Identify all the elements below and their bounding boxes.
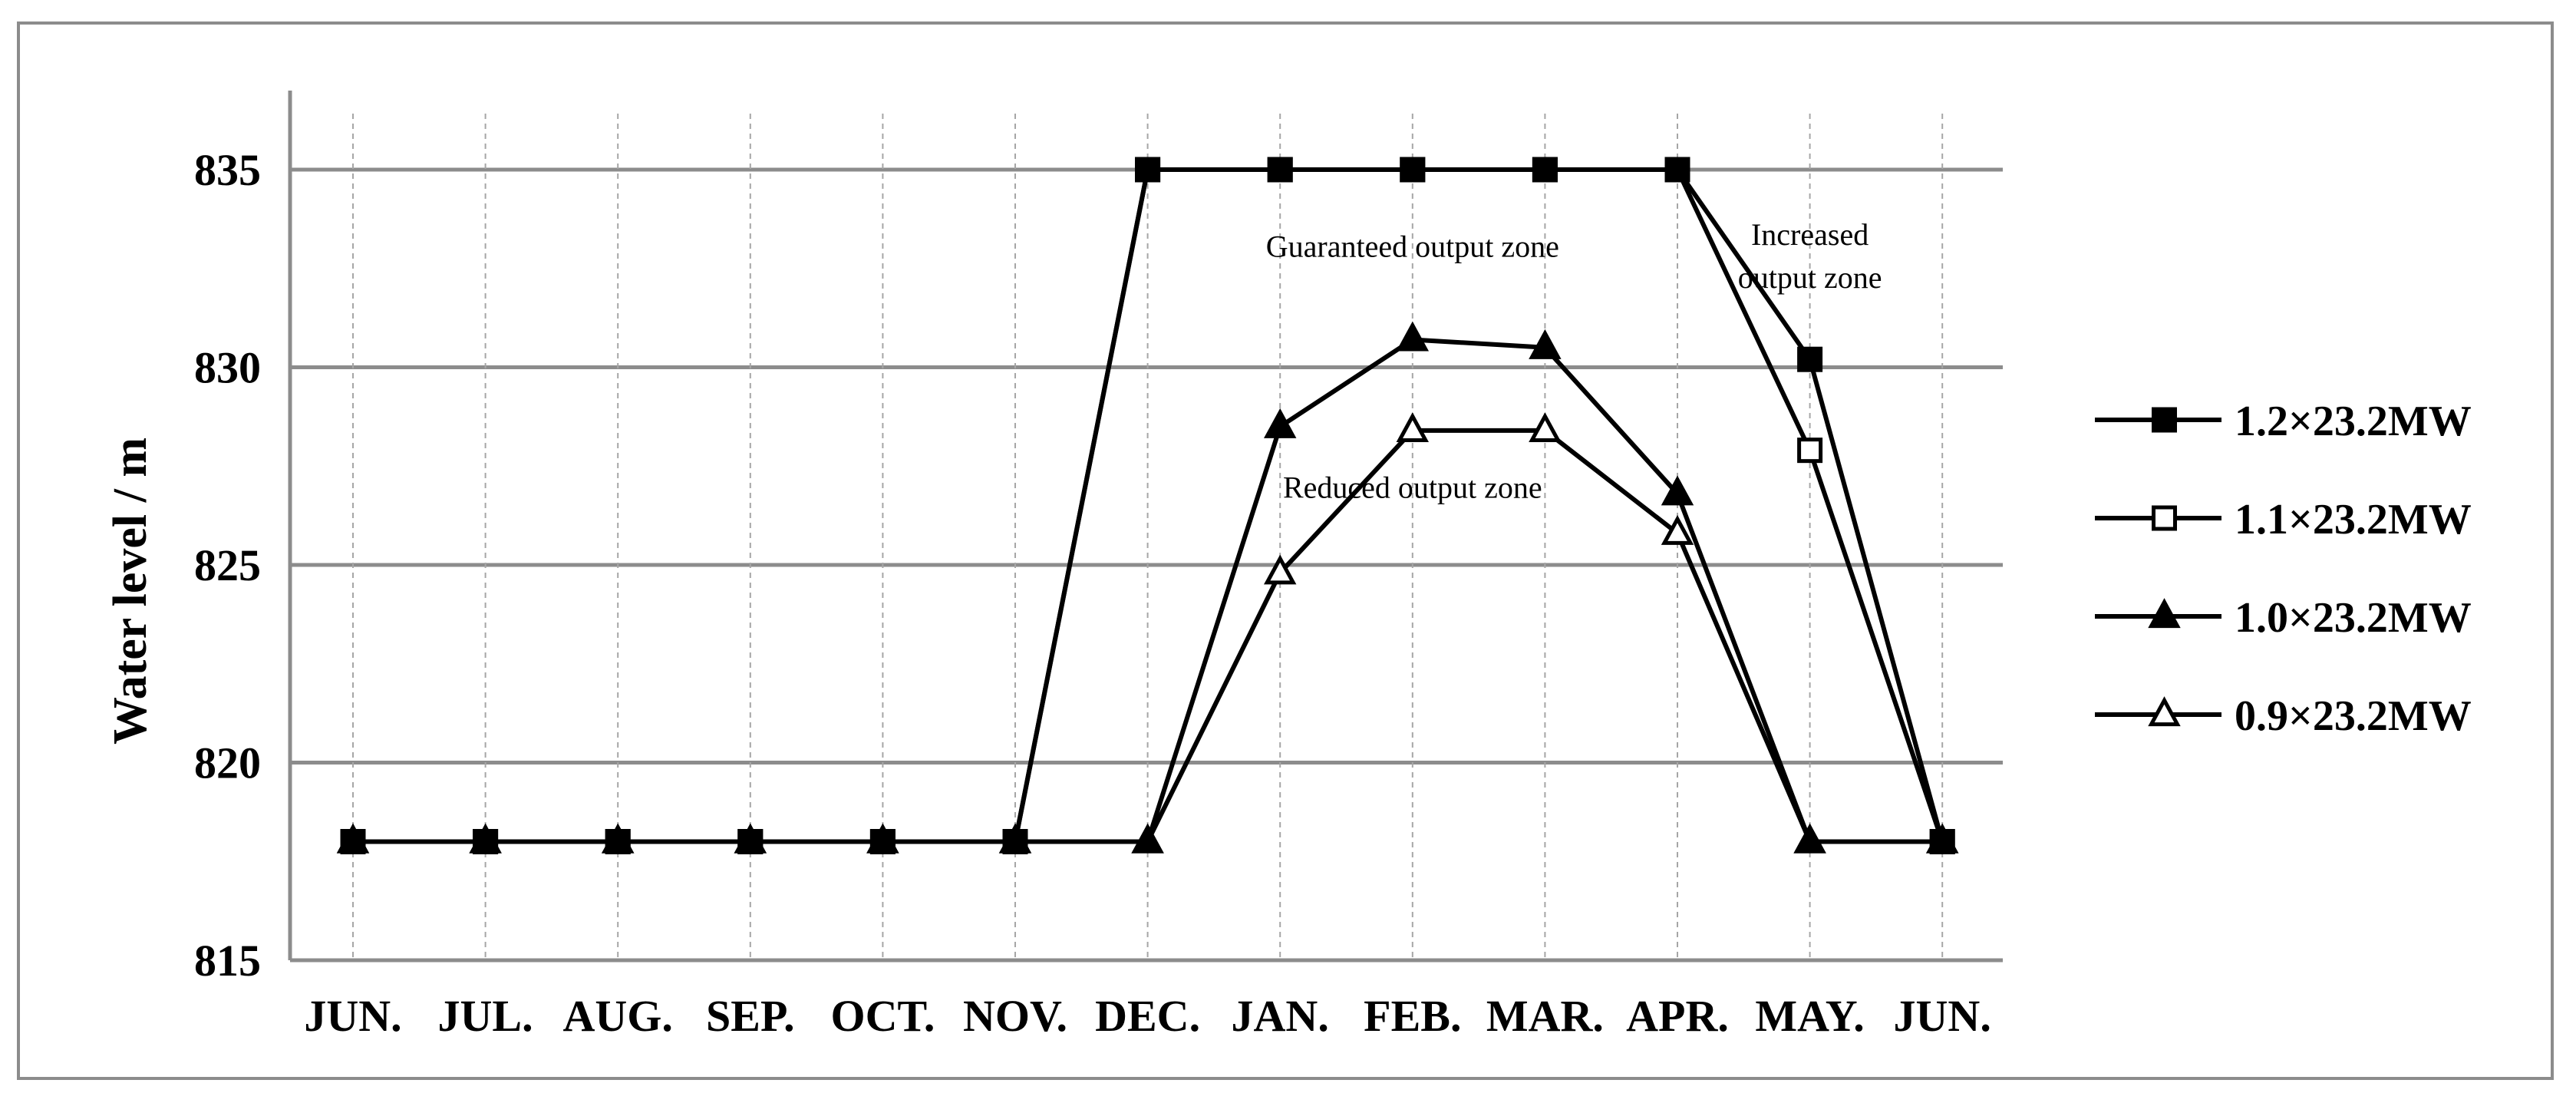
x-tick-label-4: OCT. xyxy=(830,991,935,1041)
legend-label-0: 1.2×23.2MW xyxy=(2235,398,2472,445)
series-0-point-8 xyxy=(1400,157,1426,183)
y-tick-label-825: 825 xyxy=(194,540,261,590)
x-tick-label-0: JUN. xyxy=(304,991,401,1041)
series-2-point-8 xyxy=(1396,321,1430,352)
x-tick-label-11: MAY. xyxy=(1755,991,1864,1041)
series-0-point-11 xyxy=(1797,346,1823,372)
legend-marker-0 xyxy=(2152,407,2177,433)
x-tick-label-7: JAN. xyxy=(1232,991,1329,1041)
axis-layer: 815 820 825 830 835 JUN. JUL. AUG. SEP. OCT. NOV. D… xyxy=(194,91,2003,1041)
chart-frame xyxy=(17,21,2554,1080)
series-3-point-9 xyxy=(1529,412,1562,442)
series-2-point-11 xyxy=(1793,823,1826,854)
y-tick-label-820: 820 xyxy=(194,738,261,788)
series-2-point-7 xyxy=(1263,408,1297,438)
series-0-point-10 xyxy=(1664,157,1690,183)
series-0-point-3 xyxy=(737,829,764,854)
y-axis-label: Water level / m xyxy=(104,438,157,745)
x-tick-label-9: MAR. xyxy=(1486,991,1604,1041)
legend-label-1: 1.1×23.2MW xyxy=(2235,496,2472,543)
series-2-point-9 xyxy=(1529,329,1562,359)
series-layer xyxy=(336,157,1959,854)
series-1-point-11 xyxy=(1797,438,1823,464)
x-tick-label-6: DEC. xyxy=(1095,991,1200,1041)
x-tick-label-2: AUG. xyxy=(563,991,673,1041)
series-0-point-1 xyxy=(473,829,499,854)
legend-label-2: 1.0×23.2MW xyxy=(2235,594,2472,642)
series-0-point-2 xyxy=(605,829,631,854)
series-0-point-7 xyxy=(1267,157,1293,183)
series-0-point-5 xyxy=(1002,829,1028,854)
x-tick-label-1: JUL. xyxy=(438,991,533,1041)
legend-marker-3 xyxy=(2148,696,2181,727)
y-tick-label-815: 815 xyxy=(194,936,261,986)
x-tick-label-3: SEP. xyxy=(706,991,795,1041)
annotation-0-line-0: Guaranteed output zone xyxy=(1266,229,1559,263)
series-0-point-6 xyxy=(1135,157,1161,183)
series-0-point-9 xyxy=(1532,157,1558,183)
series-2-point-10 xyxy=(1661,475,1694,506)
x-tick-label-8: FEB. xyxy=(1364,991,1461,1041)
x-tick-label-10: APR. xyxy=(1626,991,1729,1041)
series-0-point-4 xyxy=(869,829,895,854)
legend-marker-2 xyxy=(2148,598,2181,629)
annotation-1-line-1: output zone xyxy=(1738,260,1882,295)
series-0-point-0 xyxy=(340,829,366,854)
annotation-layer: Guaranteed output zone Increased output zo… xyxy=(1266,217,1882,505)
y-tick-label-835: 835 xyxy=(194,145,261,195)
series-3-point-7 xyxy=(1263,554,1297,585)
series-3-point-10 xyxy=(1661,514,1694,545)
legend: 1.2×23.2MW 1.1×23.2MW 1.0×23.2MW 0.9×23.2MW xyxy=(2095,398,2472,740)
legend-label-3: 0.9×23.2MW xyxy=(2235,692,2472,740)
x-tick-label-5: NOV. xyxy=(963,991,1067,1041)
series-0-point-12 xyxy=(1929,829,1955,854)
grid-layer xyxy=(290,114,2003,960)
series-2-point-6 xyxy=(1131,823,1164,854)
x-tick-label-12: JUN. xyxy=(1894,991,1991,1041)
annotation-2-line-0: Reduced output zone xyxy=(1283,470,1542,504)
annotation-1-line-0: Increased xyxy=(1751,217,1869,252)
legend-marker-1 xyxy=(2152,505,2177,531)
y-tick-label-830: 830 xyxy=(194,343,261,393)
series-3-point-8 xyxy=(1396,412,1430,442)
